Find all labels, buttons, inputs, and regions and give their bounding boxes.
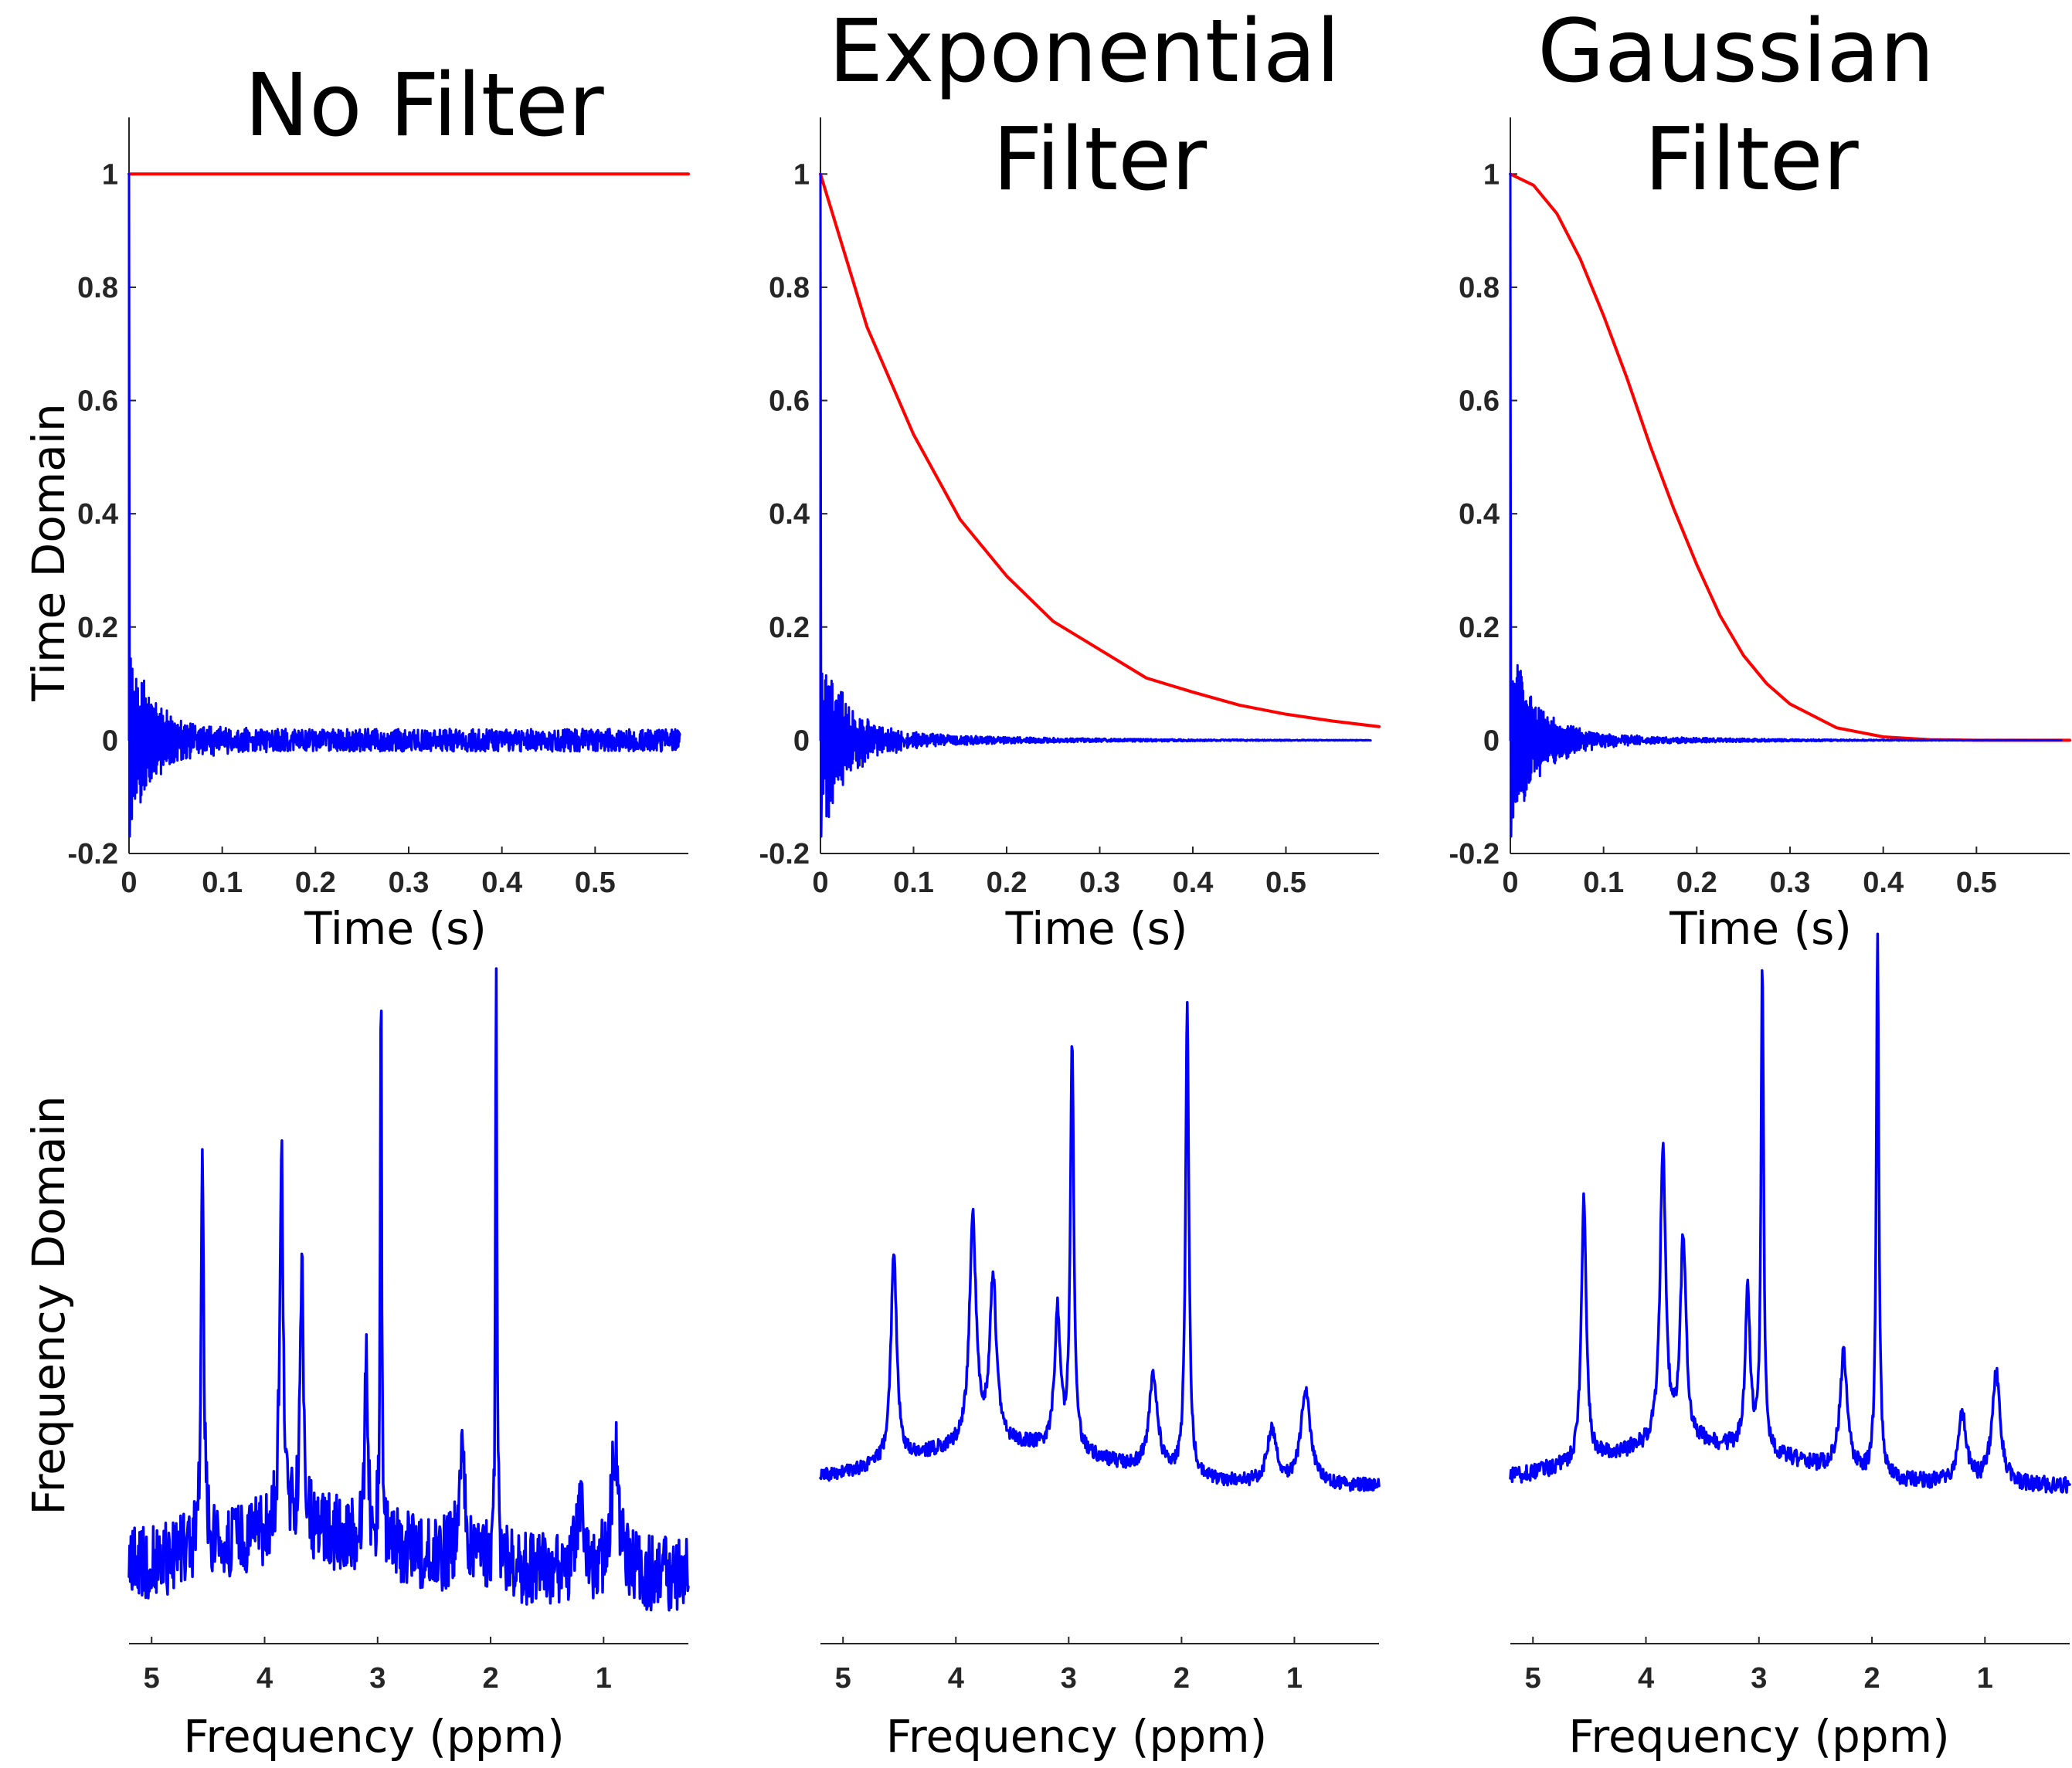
panel-time-2: -0.200.20.40.60.810 0.1 0.2 0.3 0.4 0.5Expone… (759, 2, 1381, 955)
y-tick-label: 1 (1483, 158, 1500, 191)
filter-curve (1509, 172, 2071, 742)
panel-frequency-3: 5 4 3 2 1 Frequency (ppm) (1509, 932, 2071, 1763)
spectrum-trace (127, 967, 690, 1612)
y-tick-label: 0.4 (1459, 498, 1500, 531)
y-tick-label: 0 (793, 725, 810, 757)
x-axis-title: Frequency (ppm) (886, 1710, 1267, 1763)
panel-title: Exponential Filter (828, 2, 1340, 210)
x-tick-label: 3 (1751, 1662, 1767, 1695)
x-tick-label: 0.2 (295, 867, 336, 899)
x-tick-label: 2 (482, 1662, 498, 1695)
x-tick-label: 3 (369, 1662, 386, 1695)
x-tick-label: 0.1 (893, 867, 934, 899)
x-tick-label: 1 (1286, 1662, 1303, 1695)
y-tick-label: 1 (793, 158, 810, 191)
time-signal-trace (1509, 172, 2063, 838)
spectrum-trace (819, 1001, 1381, 1492)
y-tick-label: 0.4 (769, 498, 810, 531)
x-tick-label: 0.5 (1265, 867, 1306, 899)
x-tick-label: 0.2 (987, 867, 1028, 899)
x-tick-label: 5 (835, 1662, 851, 1695)
panel-title: No Filter (244, 56, 604, 156)
x-tick-label: 0 (812, 867, 828, 899)
y-tick-label: 0.4 (77, 498, 118, 531)
x-tick-label: 0.1 (1583, 867, 1624, 899)
x-tick-label: 0.1 (202, 867, 243, 899)
panel-time-1: -0.200.20.40.60.810 0.1 0.2 0.3 0.4 0.5No Fil… (22, 56, 690, 955)
spectrum-trace (1509, 932, 2071, 1494)
x-axis-title: Frequency (ppm) (1568, 1710, 1949, 1763)
x-tick-label: 5 (1525, 1662, 1541, 1695)
y-tick-label: -0.2 (1449, 838, 1500, 870)
x-tick-label: 2 (1863, 1662, 1880, 1695)
x-tick-label: 0.3 (1770, 867, 1811, 899)
y-tick-label: 0.2 (1459, 612, 1500, 644)
x-axis-title: Frequency (ppm) (183, 1710, 564, 1763)
time-signal-trace (819, 172, 1372, 838)
y-tick-label: 0 (102, 725, 118, 757)
y-tick-label: 0.2 (77, 612, 118, 644)
x-tick-label: 0.4 (1863, 867, 1904, 899)
x-tick-label: 0.5 (1956, 867, 1997, 899)
panel-time-3: -0.200.20.40.60.810 0.1 0.2 0.3 0.4 0.5Gaussi… (1449, 2, 2071, 955)
y-tick-label: 0.8 (77, 272, 118, 304)
x-tick-label: 2 (1174, 1662, 1190, 1695)
x-tick-label: 5 (144, 1662, 160, 1695)
x-axis-title: Time (s) (1005, 902, 1188, 955)
x-tick-label: 1 (1977, 1662, 1993, 1695)
y-tick-label: 0.8 (769, 272, 810, 304)
filter-curve (819, 172, 1381, 728)
x-tick-label: 0.3 (389, 867, 430, 899)
x-tick-label: 1 (596, 1662, 612, 1695)
x-tick-label: 4 (256, 1662, 273, 1695)
y-tick-label: 0.2 (769, 612, 810, 644)
x-tick-label: 0 (121, 867, 137, 899)
panel-title: Gaussian Filter (1537, 2, 1934, 210)
x-tick-label: 4 (948, 1662, 964, 1695)
x-tick-label: 4 (1638, 1662, 1654, 1695)
panel-frequency-1: 5 4 3 2 1 Frequency (ppm) Frequency Domain (22, 967, 690, 1763)
y-tick-label: 0.6 (1459, 385, 1500, 418)
y-tick-label: -0.2 (68, 838, 118, 870)
y-tick-label: -0.2 (759, 838, 810, 870)
time-signal-trace (127, 172, 681, 838)
x-tick-label: 0.5 (575, 867, 616, 899)
y-tick-label: 1 (102, 158, 118, 191)
y-tick-label: 0.8 (1459, 272, 1500, 304)
x-tick-label: 0 (1502, 867, 1518, 899)
x-tick-label: 0.4 (1173, 867, 1214, 899)
x-axis-title: Time (s) (1669, 902, 1852, 955)
y-tick-label: 0.6 (769, 385, 810, 418)
x-tick-label: 0.3 (1079, 867, 1120, 899)
panel-frequency-2: 5 4 3 2 1 Frequency (ppm) (819, 1001, 1381, 1763)
x-axis-title: Time (s) (304, 902, 487, 955)
y-axis-title: Time Domain (22, 403, 75, 701)
y-tick-label: 0 (1483, 725, 1500, 757)
y-axis-title: Frequency Domain (22, 1095, 75, 1515)
x-tick-label: 0.2 (1676, 867, 1717, 899)
x-tick-label: 3 (1061, 1662, 1077, 1695)
y-tick-label: 0.6 (77, 385, 118, 418)
x-tick-label: 0.4 (481, 867, 522, 899)
